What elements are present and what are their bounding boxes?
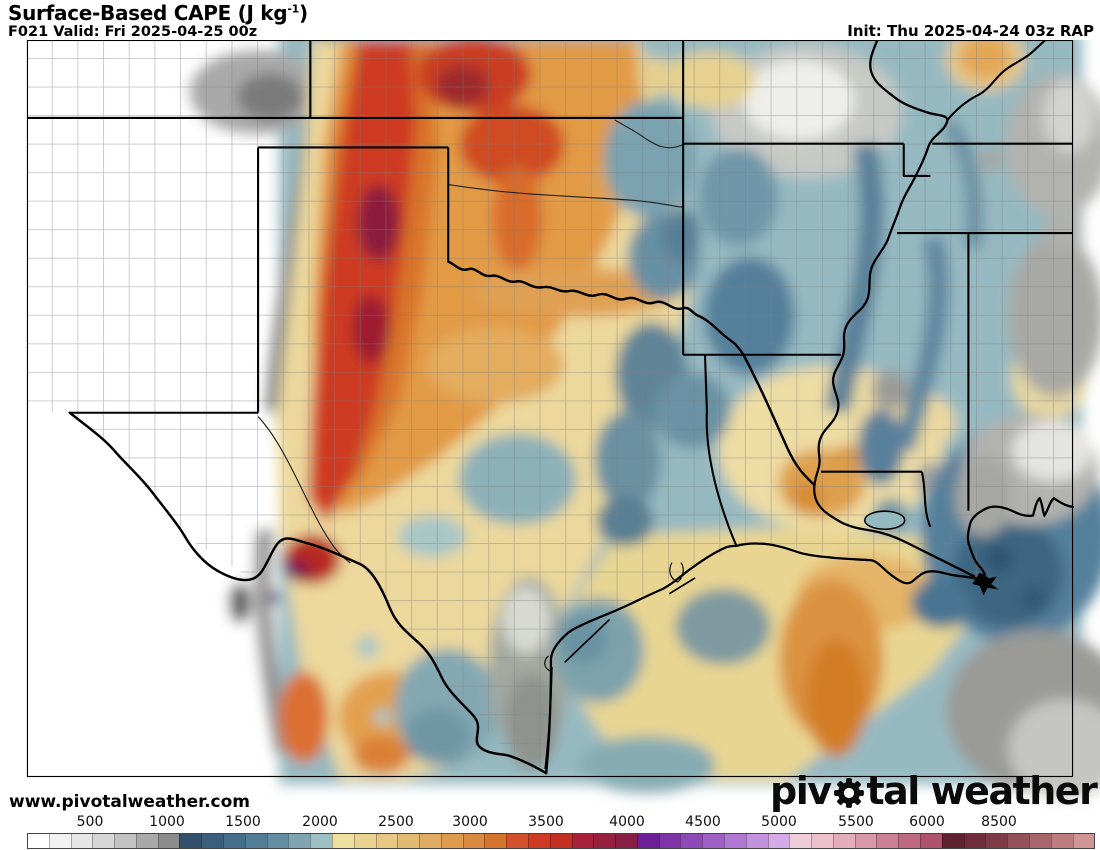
colorbar-segment <box>811 834 833 848</box>
mississippi-delta <box>972 572 999 596</box>
minor-rivers <box>257 119 684 564</box>
colorbar-tick-label: 3500 <box>528 814 564 830</box>
colorbar-segment <box>419 834 441 848</box>
cape-map-svg <box>17 26 1100 798</box>
header-bar: Surface-Based CAPE (J kg-1) F021 Valid: … <box>0 0 1100 40</box>
title-superscript: -1 <box>287 2 299 16</box>
page-title: Surface-Based CAPE (J kg-1) <box>8 1 308 25</box>
colorbar-segment <box>135 834 158 848</box>
colorbar-segment <box>527 834 550 848</box>
colorbar-segment <box>223 834 245 848</box>
coastline <box>544 496 1075 775</box>
colorbar-tick-label: 2000 <box>302 814 338 830</box>
colorbar-segment <box>48 834 71 848</box>
colorbar-segment <box>1028 834 1051 848</box>
colorbar-segment <box>658 834 681 848</box>
colorbar-segment <box>832 834 855 848</box>
colorbar-tick-labels: 500 1000 1500 2000 2500 3000 3500 4000 4500 5000 5… <box>0 814 1100 833</box>
colorbar-segment <box>724 834 746 848</box>
colorbar-segment <box>331 834 354 848</box>
colorbar-segment <box>353 834 376 848</box>
init-time-label: Init: Thu 2025-04-24 03z RAP <box>847 22 1094 40</box>
colorbar-segment <box>854 834 877 848</box>
colorbar-tick-label: 1000 <box>149 814 185 830</box>
major-rivers <box>68 33 1052 775</box>
colorbar-tick-label: 500 <box>76 814 104 830</box>
colorbar-segment <box>310 834 332 848</box>
colorbar-tick-label: 4500 <box>685 814 721 830</box>
colorbar-segment <box>397 834 420 848</box>
colorbar-tick-label: 3000 <box>452 814 488 830</box>
colorbar-segment <box>876 834 899 848</box>
colorbar-segment <box>70 834 93 848</box>
colorbar-segment <box>375 834 398 848</box>
colorbar-segment <box>157 834 180 848</box>
colorbar-segment <box>745 834 768 848</box>
colorbar-tick-label: 8500 <box>981 814 1017 830</box>
colorbar-segment <box>201 834 224 848</box>
pivotal-weather-logo: piv tal weather <box>770 769 1098 813</box>
colorbar-segment <box>179 834 202 848</box>
valid-time-label: F021 Valid: Fri 2025-04-25 00z <box>8 24 258 40</box>
colorbar-segment <box>288 834 311 848</box>
map-frame <box>26 39 1074 778</box>
logo-text-left: piv <box>770 769 832 813</box>
colorbar-segment <box>484 834 507 848</box>
colorbar-segment <box>440 834 463 848</box>
colorbar-segment <box>549 834 572 848</box>
colorbar <box>27 833 1096 849</box>
colorbar-segment <box>571 834 594 848</box>
colorbar-tick-label: 4000 <box>609 814 645 830</box>
colorbar-tick-label: 1500 <box>225 814 261 830</box>
watermark-url: www.pivotalweather.com <box>9 792 251 812</box>
colorbar-segment <box>593 834 616 848</box>
colorbar-segment <box>1050 834 1073 848</box>
state-borders <box>26 34 1074 547</box>
colorbar-segment <box>985 834 1008 848</box>
colorbar-segment <box>963 834 986 848</box>
colorbar-segment <box>462 834 485 848</box>
colorbar-segment <box>898 834 921 848</box>
colorbar-segment <box>28 834 49 848</box>
colorbar-segment <box>506 834 528 848</box>
colorbar-tick-label: 5000 <box>761 814 797 830</box>
colorbar-segment <box>266 834 289 848</box>
colorbar-segment <box>702 834 724 848</box>
colorbar-tick-label: 6000 <box>909 814 945 830</box>
colorbar-segment <box>636 834 659 848</box>
lake-pontchartrain <box>863 510 906 531</box>
colorbar-segment <box>941 834 964 848</box>
colorbar-segment <box>789 834 812 848</box>
colorbar-segment <box>244 834 267 848</box>
colorbar-segment <box>680 834 703 848</box>
colorbar-segment <box>114 834 136 848</box>
colorbar-segment <box>1072 834 1095 848</box>
gear-icon <box>833 778 864 808</box>
colorbar-tick-label: 2500 <box>378 814 414 830</box>
colorbar-segment <box>615 834 637 848</box>
colorbar-segment <box>767 834 790 848</box>
colorbar-segment <box>1007 834 1029 848</box>
colorbar-tick-label: 5500 <box>838 814 874 830</box>
colorbar-segment <box>92 834 115 848</box>
colorbar-segment <box>920 834 942 848</box>
logo-text-right: tal weather <box>866 769 1098 813</box>
cape-map[interactable] <box>0 26 1100 815</box>
